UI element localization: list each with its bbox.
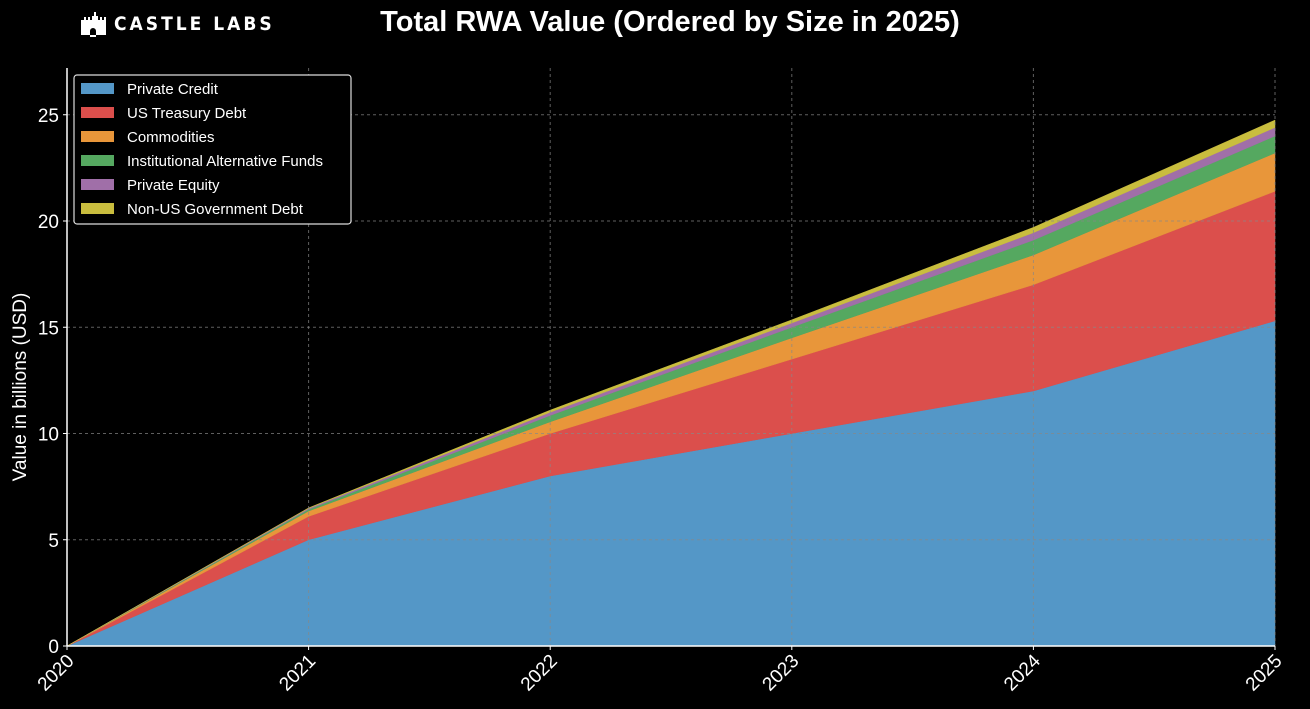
y-tick-label: 20 <box>38 212 59 233</box>
x-tick-label: 2020 <box>34 651 79 696</box>
y-tick-label: 10 <box>38 425 59 446</box>
legend-swatch <box>81 83 114 94</box>
legend-label: Commodities <box>127 129 215 146</box>
legend-swatch <box>81 131 114 142</box>
legend-label: Institutional Alternative Funds <box>127 153 323 170</box>
y-tick-label: 15 <box>38 318 59 339</box>
legend-label: US Treasury Debt <box>127 105 247 122</box>
brand-logo: CASTLE LABS <box>80 10 275 38</box>
legend-label: Non-US Government Debt <box>127 201 304 218</box>
legend-label: Private Credit <box>127 81 219 98</box>
y-tick-label: 5 <box>48 531 59 552</box>
y-axis-label: Value in billions (USD) <box>10 293 31 482</box>
x-tick-label: 2022 <box>517 651 562 696</box>
x-tick-label: 2021 <box>275 651 320 696</box>
x-tick-label: 2023 <box>759 651 804 696</box>
brand-name: CASTLE LABS <box>114 13 275 35</box>
legend: Private Credit US Treasury Debt Commoditie… <box>73 74 352 225</box>
chart-title: Total RWA Value (Ordered by Size in 2025… <box>380 6 960 38</box>
castle-icon <box>81 12 106 37</box>
legend-label: Private Equity <box>127 177 220 194</box>
x-tick-label: 2025 <box>1242 651 1287 696</box>
y-tick-label: 0 <box>48 637 59 658</box>
legend-box <box>73 74 352 225</box>
x-tick-label: 2024 <box>1000 650 1045 695</box>
legend-swatch <box>81 179 114 190</box>
legend-swatch <box>81 107 114 118</box>
y-tick-label: 25 <box>38 106 59 127</box>
legend-swatch <box>81 155 114 166</box>
legend-swatch <box>81 203 114 214</box>
